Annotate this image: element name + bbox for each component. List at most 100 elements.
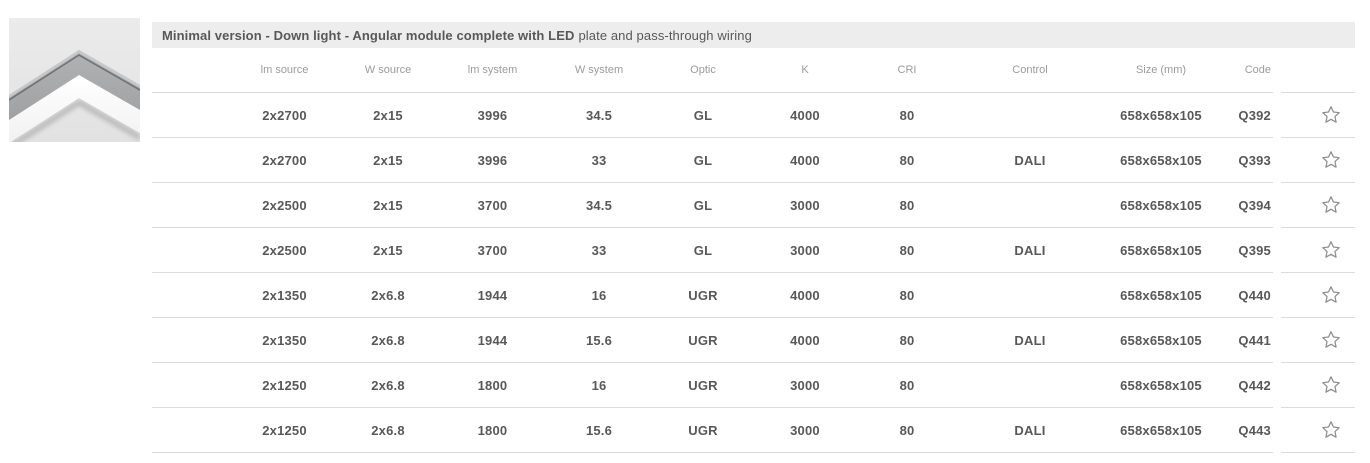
favorite-star-button[interactable] — [1319, 418, 1343, 441]
column-gap — [1273, 318, 1281, 363]
cell-k: 3000 — [754, 228, 856, 273]
star-icon — [1322, 196, 1340, 213]
cell-w-source: 2x15 — [337, 138, 439, 183]
favorite-cell — [1281, 228, 1355, 273]
cell-size: 658x658x105 — [1102, 318, 1220, 363]
favorite-star-button[interactable] — [1319, 283, 1343, 306]
cell-w-system: 34.5 — [546, 93, 652, 138]
col-header-cri: CRI — [856, 48, 958, 93]
cell-lm-system: 1800 — [439, 408, 546, 453]
star-icon — [1322, 151, 1340, 168]
cell-lm-source: 2x2700 — [232, 93, 337, 138]
cell-w-source: 2x6.8 — [337, 273, 439, 318]
cell-w-source: 2x15 — [337, 93, 439, 138]
cell-size: 658x658x105 — [1102, 138, 1220, 183]
cell-lm-source: 2x1350 — [232, 273, 337, 318]
cell-optic: GL — [652, 183, 754, 228]
table-row: 2x2700 2x15 3996 33 GL 4000 80 DALI 658x… — [152, 138, 1355, 183]
star-icon — [1322, 106, 1340, 123]
favorite-star-button[interactable] — [1319, 103, 1343, 126]
cell-control — [958, 273, 1102, 318]
column-gap — [1273, 363, 1281, 408]
table-row: 2x1350 2x6.8 1944 15.6 UGR 4000 80 DALI … — [152, 318, 1355, 363]
table-row: 2x1350 2x6.8 1944 16 UGR 4000 80 658x658… — [152, 273, 1355, 318]
favorite-star-button[interactable] — [1319, 238, 1343, 261]
cell-code: Q393 — [1220, 138, 1273, 183]
cell-w-system: 33 — [546, 228, 652, 273]
product-photo — [9, 18, 140, 142]
cell-k: 3000 — [754, 363, 856, 408]
star-icon — [1322, 331, 1340, 348]
favorite-cell — [1281, 318, 1355, 363]
cell-cri: 80 — [856, 408, 958, 453]
table-row: 2x2500 2x15 3700 33 GL 3000 80 DALI 658x… — [152, 228, 1355, 273]
cell-cri: 80 — [856, 273, 958, 318]
cell-lm-system: 1800 — [439, 363, 546, 408]
spacer-cell — [152, 183, 232, 228]
cell-control — [958, 93, 1102, 138]
spacer-cell — [152, 363, 232, 408]
cell-code: Q443 — [1220, 408, 1273, 453]
cell-lm-system: 3996 — [439, 138, 546, 183]
cell-control — [958, 183, 1102, 228]
col-header-size: Size (mm) — [1102, 48, 1220, 93]
favorite-star-button[interactable] — [1319, 373, 1343, 396]
col-header-w-source: W source — [337, 48, 439, 93]
cell-w-source: 2x15 — [337, 183, 439, 228]
cell-lm-system: 3996 — [439, 93, 546, 138]
cell-optic: GL — [652, 93, 754, 138]
table-row: 2x1250 2x6.8 1800 16 UGR 3000 80 658x658… — [152, 363, 1355, 408]
cell-control: DALI — [958, 408, 1102, 453]
spacer-cell — [152, 273, 232, 318]
product-title: Minimal version - Down light - Angular m… — [162, 27, 575, 43]
cell-optic: UGR — [652, 318, 754, 363]
favorite-star-button[interactable] — [1319, 328, 1343, 351]
cell-w-system: 16 — [546, 273, 652, 318]
spacer-cell — [152, 318, 232, 363]
cell-k: 3000 — [754, 183, 856, 228]
favorite-star-button[interactable] — [1319, 193, 1343, 216]
cell-lm-source: 2x1250 — [232, 408, 337, 453]
spacer-cell — [152, 138, 232, 183]
cell-code: Q441 — [1220, 318, 1273, 363]
cell-lm-source: 2x1350 — [232, 318, 337, 363]
favorite-cell — [1281, 273, 1355, 318]
table-row: 2x2700 2x15 3996 34.5 GL 4000 80 658x658… — [152, 93, 1355, 138]
cell-lm-source: 2x2500 — [232, 228, 337, 273]
cell-cri: 80 — [856, 138, 958, 183]
cell-lm-source: 2x2700 — [232, 138, 337, 183]
cell-control: DALI — [958, 318, 1102, 363]
cell-w-system: 16 — [546, 363, 652, 408]
cell-k: 4000 — [754, 273, 856, 318]
spacer-cell — [152, 408, 232, 453]
cell-cri: 80 — [856, 363, 958, 408]
cell-optic: GL — [652, 228, 754, 273]
cell-cri: 80 — [856, 183, 958, 228]
cell-optic: UGR — [652, 363, 754, 408]
cell-w-system: 15.6 — [546, 408, 652, 453]
cell-lm-system: 1944 — [439, 318, 546, 363]
cell-w-system: 15.6 — [546, 318, 652, 363]
spacer-cell — [152, 93, 232, 138]
cell-optic: GL — [652, 138, 754, 183]
cell-control: DALI — [958, 138, 1102, 183]
favorite-cell — [1281, 183, 1355, 228]
cell-w-system: 34.5 — [546, 183, 652, 228]
star-icon — [1322, 241, 1340, 258]
column-gap — [1273, 228, 1281, 273]
column-gap — [1273, 183, 1281, 228]
col-header-control: Control — [958, 48, 1102, 93]
table-row: 2x1250 2x6.8 1800 15.6 UGR 3000 80 DALI … — [152, 408, 1355, 453]
favorite-star-button[interactable] — [1319, 148, 1343, 171]
angular-module-image — [9, 18, 140, 142]
spec-section: Minimal version - Down light - Angular m… — [152, 22, 1355, 453]
product-title-suffix: plate and pass-through wiring — [578, 27, 752, 43]
favorite-cell — [1281, 93, 1355, 138]
cell-size: 658x658x105 — [1102, 93, 1220, 138]
col-header-lm-source: lm source — [232, 48, 337, 93]
cell-optic: UGR — [652, 408, 754, 453]
cell-w-source: 2x6.8 — [337, 363, 439, 408]
cell-lm-system: 3700 — [439, 183, 546, 228]
column-gap — [1273, 138, 1281, 183]
cell-w-source: 2x6.8 — [337, 408, 439, 453]
